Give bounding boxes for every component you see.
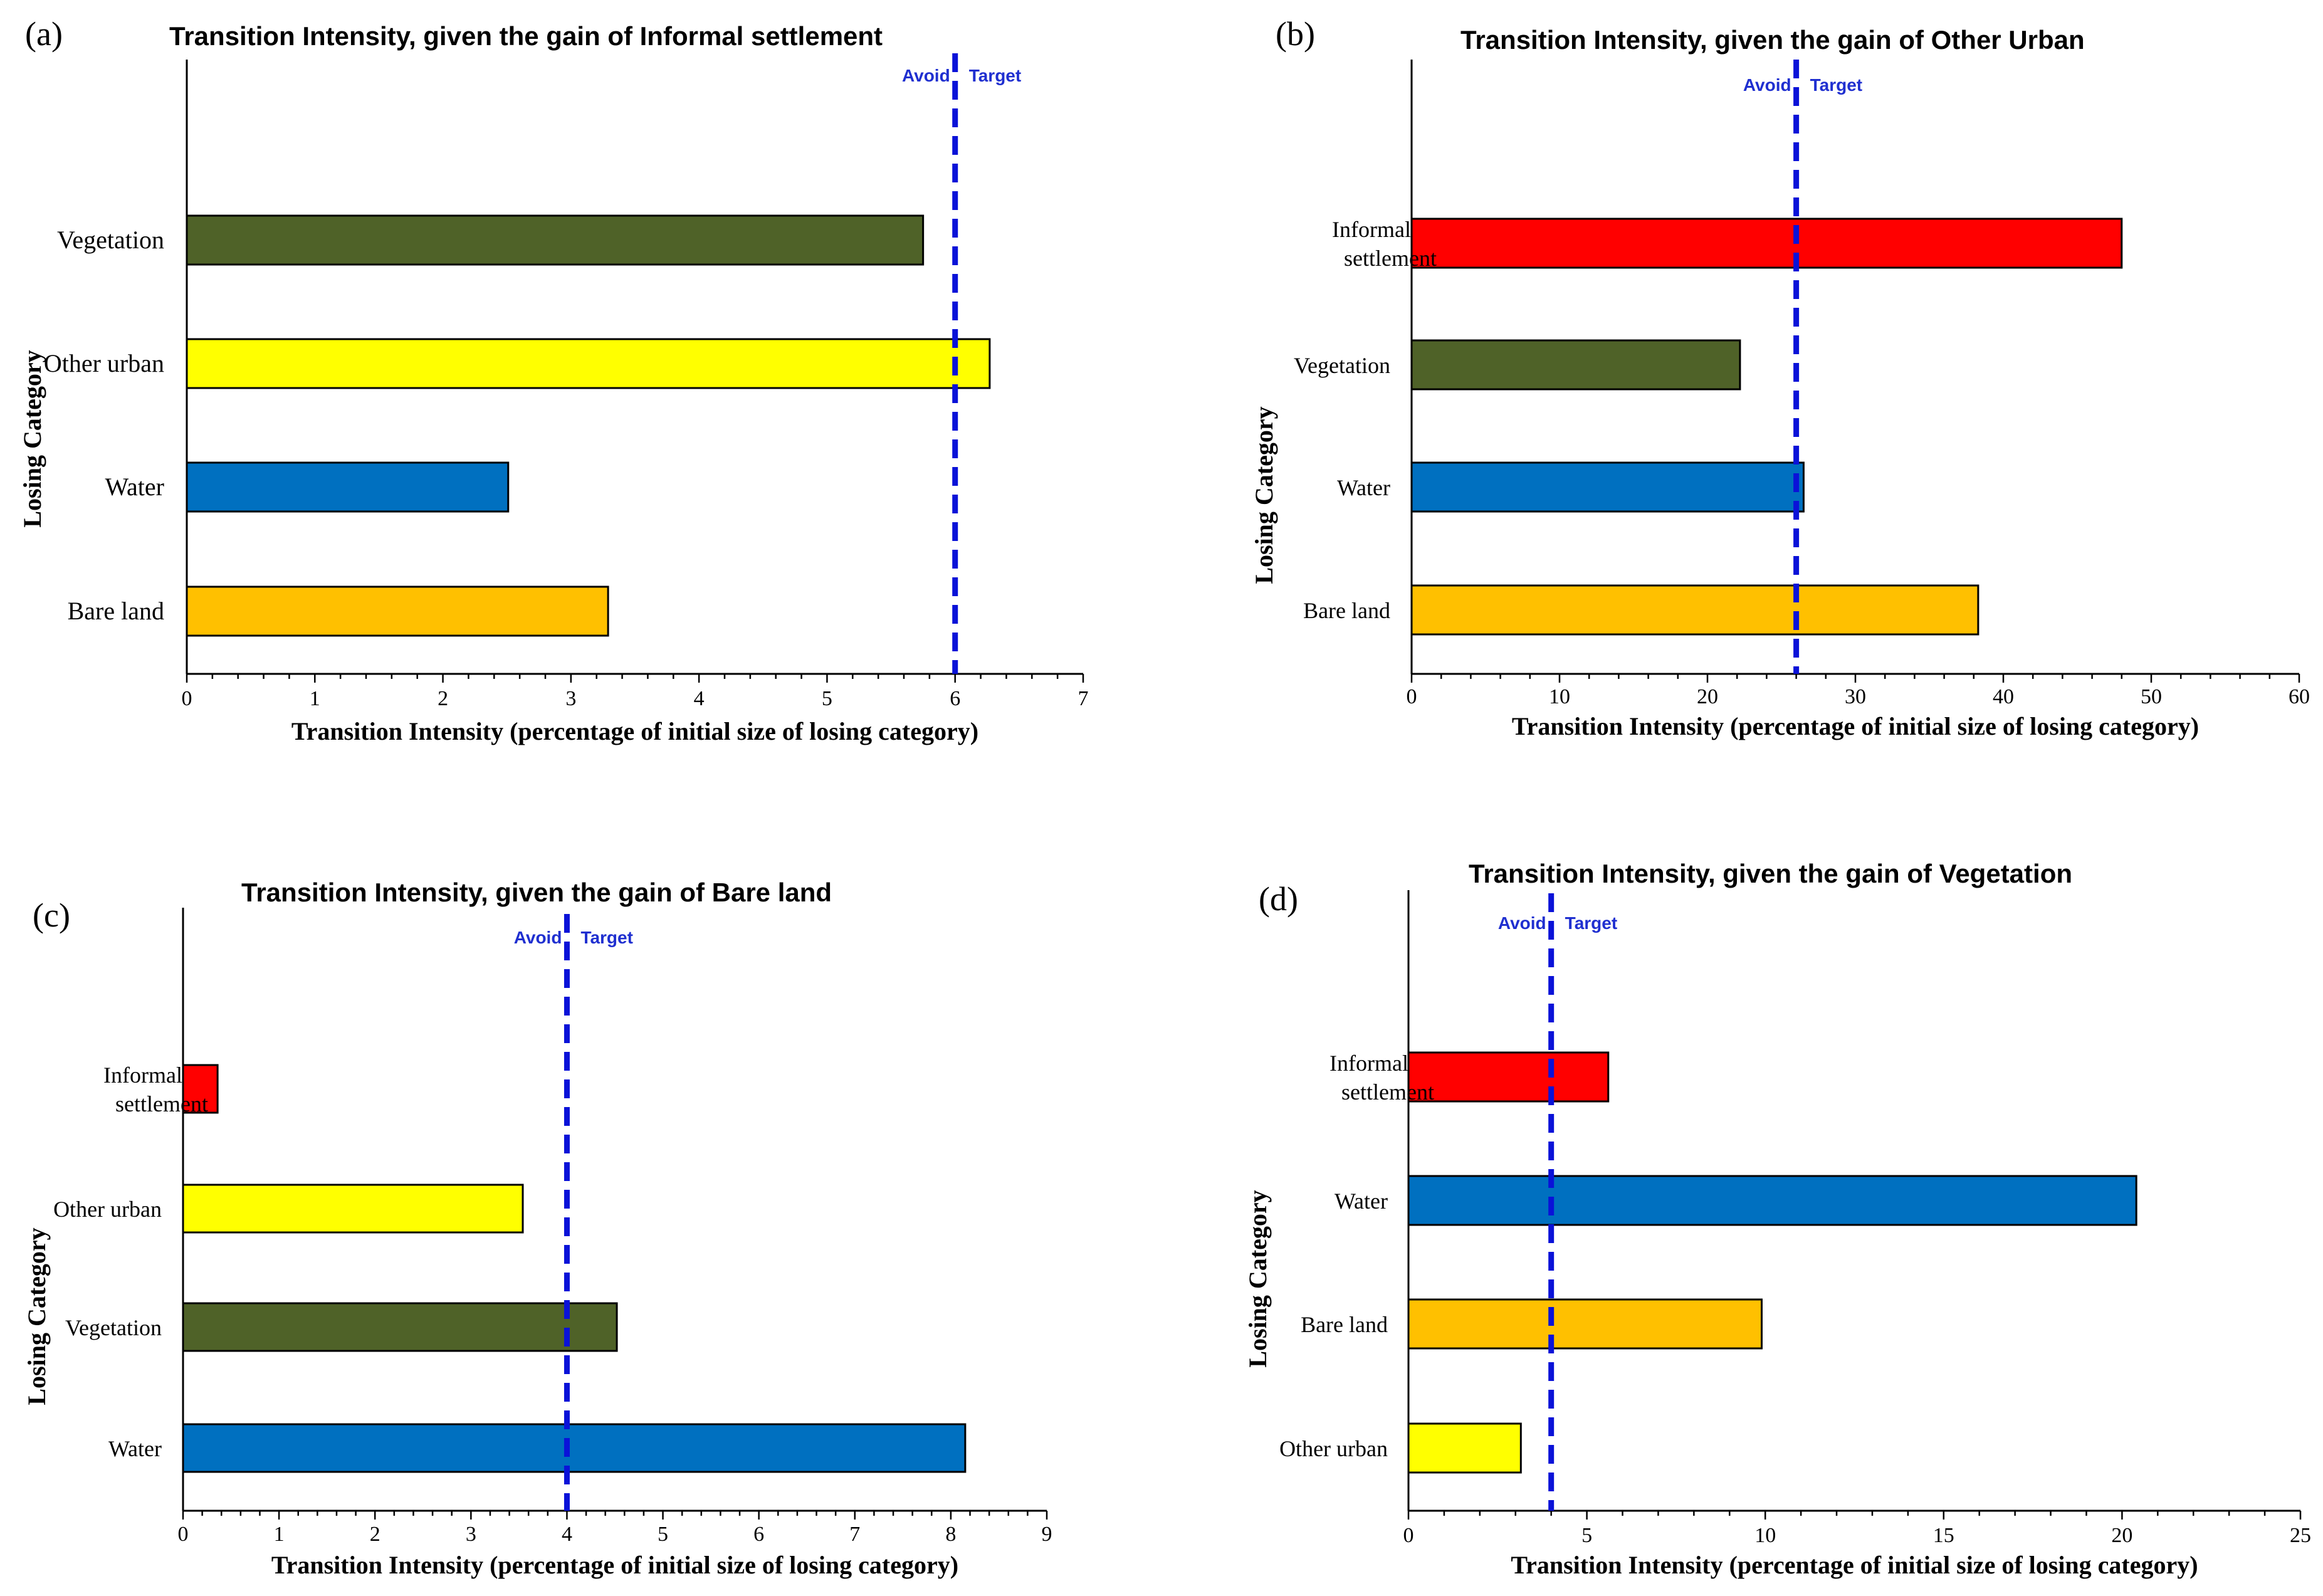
avoid-label: Avoid: [1743, 75, 1791, 95]
x-tick-label: 30: [1845, 685, 1866, 708]
category-label: Vegetation: [65, 1315, 162, 1340]
target-label: Target: [1810, 75, 1863, 95]
x-tick-label: 7: [1078, 687, 1089, 710]
x-tick-label: 15: [1933, 1524, 1954, 1547]
x-tick-label: 6: [950, 687, 960, 710]
chart-panel-a: (a) Transition Intensity, given the gain …: [18, 15, 1089, 745]
category-label: Water: [1335, 1189, 1388, 1214]
category-label: Other urban: [53, 1197, 162, 1222]
category-label: Other urban: [1279, 1436, 1388, 1461]
x-axis-label: Transition Intensity (percentage of init…: [271, 1551, 958, 1579]
x-tick-label: 5: [658, 1523, 668, 1546]
x-tick-label: 0: [1407, 685, 1417, 708]
bar-water: [186, 461, 510, 513]
x-axis-label: Transition Intensity (percentage of init…: [291, 717, 978, 745]
category-label: Other urban: [44, 349, 164, 377]
x-tick-label: 50: [2141, 685, 2162, 708]
x-tick-label: 2: [438, 687, 448, 710]
x-tick-label: 0: [1403, 1524, 1414, 1547]
target-label: Target: [1565, 913, 1618, 933]
panel-label: (c): [33, 896, 70, 934]
chart-title: Transition Intensity, given the gain of …: [169, 21, 883, 51]
x-tick-label: 1: [274, 1523, 285, 1546]
avoid-label: Avoid: [1498, 913, 1546, 933]
y-axis-label: Losing Category: [1250, 406, 1278, 584]
x-axis-label: Transition Intensity (percentage of init…: [1512, 712, 2199, 740]
category-label: Water: [1337, 475, 1390, 500]
y-axis-label: Losing Category: [1244, 1190, 1272, 1367]
bar-vegetation: [186, 214, 925, 266]
x-tick-label: 40: [1993, 685, 2014, 708]
x-tick-label: 3: [565, 687, 576, 710]
category-label: settlement: [115, 1091, 208, 1116]
category-label: Bare land: [68, 597, 164, 625]
x-axis-label: Transition Intensity (percentage of init…: [1511, 1551, 2198, 1579]
x-tick-label: 5: [1581, 1524, 1592, 1547]
bar-water: [1407, 1175, 2137, 1226]
chart-title: Transition Intensity, given the gain of …: [1469, 859, 2072, 888]
x-tick-label: 25: [2290, 1524, 2311, 1547]
bar-water: [1410, 461, 1805, 513]
x-tick-label: 4: [562, 1523, 572, 1546]
x-tick-label: 1: [310, 687, 320, 710]
chart-panel-b: (b) Transition Intensity, given the gain …: [1250, 15, 2310, 740]
category-label: Vegetation: [57, 226, 164, 254]
bar-informal-settlement: [1410, 218, 2123, 269]
x-tick-label: 10: [1754, 1524, 1776, 1547]
bar-informal-settlement: [182, 1064, 219, 1114]
panel-label: (d): [1259, 880, 1298, 918]
avoid-label: Avoid: [514, 928, 562, 947]
bar-informal-settlement: [1407, 1051, 1610, 1103]
category-label: settlement: [1344, 246, 1437, 271]
category-label: Bare land: [1303, 598, 1390, 623]
category-label: Informal: [103, 1063, 182, 1088]
x-tick-label: 20: [1697, 685, 1718, 708]
bar-bare-land: [1410, 584, 1980, 636]
chart-title: Transition Intensity, given the gain of …: [241, 878, 832, 907]
bar-bare-land: [186, 585, 609, 637]
x-tick-label: 0: [178, 1523, 189, 1546]
y-axis-label: Losing Category: [23, 1227, 51, 1405]
bar-water: [182, 1423, 967, 1473]
x-tick-label: 60: [2289, 685, 2310, 708]
category-label: Vegetation: [1294, 353, 1390, 378]
bar-other-urban: [1407, 1422, 1522, 1474]
x-tick-label: 9: [1042, 1523, 1052, 1546]
category-label: Water: [108, 1436, 162, 1461]
bar-vegetation: [1410, 339, 1741, 391]
category-label: Informal: [1329, 1051, 1408, 1076]
target-label: Target: [580, 928, 633, 947]
x-tick-label: 5: [822, 687, 832, 710]
chart-title: Transition Intensity, given the gain of …: [1460, 25, 2085, 55]
x-tick-label: 10: [1549, 685, 1570, 708]
bar-bare-land: [1407, 1298, 1763, 1350]
x-tick-label: 7: [849, 1523, 860, 1546]
category-label: Water: [105, 473, 165, 501]
chart-panel-d: (d) Transition Intensity, given the gain …: [1244, 859, 2311, 1579]
chart-panel-c: (c) Transition Intensity, given the gain …: [23, 878, 1052, 1579]
x-tick-label: 0: [182, 687, 192, 710]
y-axis-label: Losing Category: [18, 350, 46, 527]
panel-label: (b): [1276, 15, 1315, 53]
x-tick-label: 3: [466, 1523, 476, 1546]
bar-vegetation: [182, 1302, 618, 1352]
target-label: Target: [969, 66, 1022, 85]
x-tick-label: 20: [2111, 1524, 2132, 1547]
x-tick-label: 4: [694, 687, 705, 710]
avoid-label: Avoid: [902, 66, 950, 85]
x-tick-label: 2: [370, 1523, 380, 1546]
bar-other-urban: [186, 338, 991, 389]
x-tick-label: 8: [945, 1523, 956, 1546]
category-label: Bare land: [1301, 1312, 1388, 1337]
category-label: Informal: [1332, 217, 1411, 242]
panel-label: (a): [25, 15, 63, 53]
x-tick-label: 6: [753, 1523, 764, 1546]
bar-other-urban: [182, 1184, 524, 1234]
category-label: settlement: [1341, 1079, 1434, 1105]
